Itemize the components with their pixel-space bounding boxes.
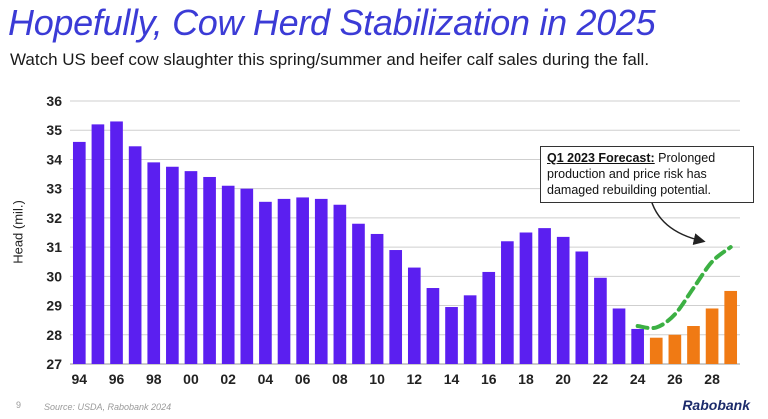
- bar: [352, 223, 365, 364]
- y-tick-labels: 27 28 29 30 31 32 33 34 35 36: [46, 93, 62, 372]
- x-tick-label: 10: [369, 371, 385, 387]
- x-tick-label: 04: [258, 371, 274, 387]
- bar: [277, 198, 291, 364]
- x-tick-label: 02: [220, 371, 236, 387]
- bar: [612, 308, 626, 364]
- page-number: 9: [16, 400, 22, 410]
- bar: [407, 267, 421, 364]
- page-title: Hopefully, Cow Herd Stabilization in 202…: [8, 2, 656, 43]
- bar: [687, 326, 700, 364]
- bar: [724, 290, 738, 364]
- bar: [72, 141, 86, 364]
- bars: [72, 121, 738, 364]
- bar: [296, 197, 309, 364]
- y-tick-label: 34: [46, 151, 62, 167]
- annotation-heading: Q1 2023 Forecast:: [547, 151, 655, 165]
- bar: [705, 308, 719, 364]
- bar: [631, 328, 644, 364]
- forecast-annotation: Q1 2023 Forecast: Prolonged production a…: [540, 146, 754, 203]
- x-tick-label: 22: [593, 371, 609, 387]
- x-tick-label: 98: [146, 371, 162, 387]
- bar: [166, 166, 179, 364]
- rabobank-logo: Rabobank: [682, 397, 750, 413]
- x-tick-label: 20: [555, 371, 571, 387]
- x-tick-label: 28: [704, 371, 720, 387]
- bar: [147, 162, 161, 364]
- y-tick-label: 30: [46, 268, 62, 284]
- y-tick-label: 33: [46, 181, 62, 197]
- y-tick-label: 32: [46, 210, 62, 226]
- bar: [594, 277, 607, 364]
- y-tick-label: 31: [46, 239, 62, 255]
- x-tick-label: 94: [72, 371, 88, 387]
- source-note: Source: USDA, Rabobank 2024: [44, 402, 172, 412]
- bar: [538, 228, 551, 364]
- bar: [203, 176, 216, 364]
- x-tick-label: 14: [444, 371, 460, 387]
- bar: [128, 146, 142, 364]
- bar: [333, 204, 347, 364]
- bar: [184, 171, 198, 364]
- bar: [575, 251, 589, 364]
- bar: [240, 188, 254, 364]
- forecast-line-layer: [635, 245, 733, 331]
- bar: [519, 232, 533, 364]
- forecast-line: [635, 245, 733, 331]
- annotation-text: Prolonged production and price risk has …: [547, 151, 716, 197]
- bar: [649, 337, 663, 364]
- bar: [501, 241, 514, 364]
- x-tick-labels: 94 96 98 00 02 04 06 08 10 12 14 16 18 20 22 24 26 28: [72, 371, 721, 387]
- page-subtitle: Watch US beef cow slaughter this spring/…: [10, 50, 650, 69]
- x-tick-label: 26: [667, 371, 683, 387]
- bar: [314, 198, 328, 364]
- x-tick-label: 08: [332, 371, 348, 387]
- x-tick-label: 16: [481, 371, 497, 387]
- bar: [221, 185, 235, 364]
- x-tick-label: 06: [295, 371, 311, 387]
- x-tick-label: 96: [109, 371, 125, 387]
- x-tick-label: 00: [183, 371, 199, 387]
- y-tick-label: 36: [46, 93, 62, 109]
- x-tick-label: 18: [518, 371, 534, 387]
- x-tick-label: 12: [407, 371, 423, 387]
- bar: [463, 295, 477, 364]
- bar: [259, 201, 272, 364]
- bar: [389, 250, 403, 364]
- y-tick-label: 29: [46, 298, 62, 314]
- x-tick-label: 24: [630, 371, 646, 387]
- y-axis-label: Head (mil.): [10, 200, 26, 264]
- bar: [110, 121, 123, 364]
- y-tick-label: 27: [46, 356, 62, 372]
- bar: [426, 288, 440, 364]
- bar: [445, 307, 458, 364]
- y-tick-label: 35: [46, 122, 62, 138]
- bar: [556, 236, 570, 364]
- bar: [370, 233, 384, 364]
- bar: [482, 271, 496, 364]
- bar: [91, 124, 105, 364]
- bar: [668, 334, 682, 364]
- y-tick-label: 28: [46, 327, 62, 343]
